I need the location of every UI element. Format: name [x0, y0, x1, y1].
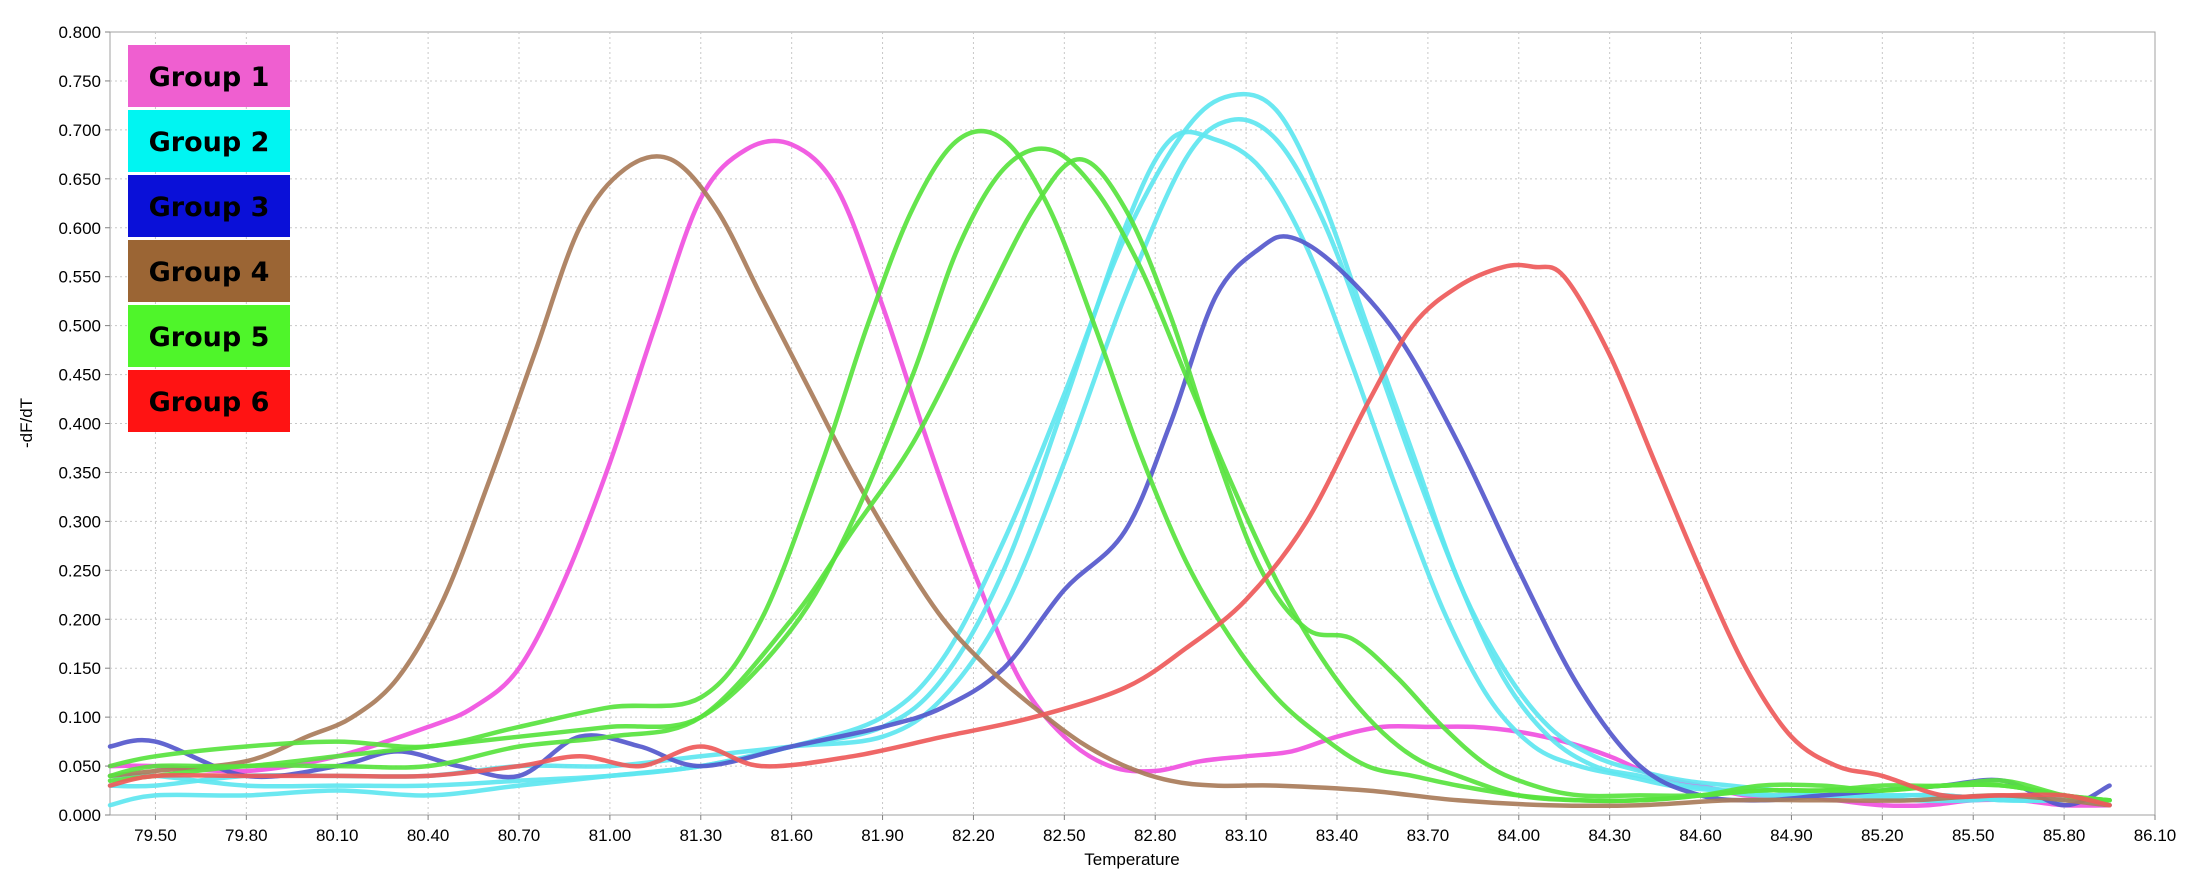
x-tick-label: 81.60	[770, 826, 813, 845]
legend-swatch-group-5	[128, 305, 290, 367]
y-axis-ticks: 0.000 0.050 0.100 0.150 0.200 0.250 0.300 0.350…	[58, 23, 110, 825]
y-tick-label: 0.350	[58, 463, 101, 482]
legend-swatch-group-6	[128, 370, 290, 432]
legend-label-group-3: Group 3	[149, 192, 270, 223]
x-tick-label: 82.50	[1043, 826, 1086, 845]
x-tick-label: 86.10	[2134, 826, 2177, 845]
legend-label-group-4: Group 4	[149, 257, 270, 288]
x-tick-label: 83.70	[1407, 826, 1450, 845]
y-tick-label: 0.000	[58, 806, 101, 825]
x-axis-title: Temperature	[1084, 850, 1179, 869]
x-axis-ticks: 79.50 79.80 80.10 80.40 80.70 81.00 81.30 81.60…	[134, 815, 2176, 845]
y-tick-label: 0.500	[58, 317, 101, 336]
x-tick-label: 80.40	[407, 826, 450, 845]
y-tick-label: 0.650	[58, 170, 101, 189]
legend-label-group-2: Group 2	[149, 127, 270, 158]
y-tick-label: 0.700	[58, 121, 101, 140]
x-tick-label: 79.80	[225, 826, 268, 845]
legend-swatch-group-4	[128, 240, 290, 302]
y-tick-label: 0.300	[58, 512, 101, 531]
x-tick-label: 83.40	[1316, 826, 1359, 845]
x-tick-label: 85.80	[2043, 826, 2086, 845]
x-tick-label: 84.60	[1679, 826, 1722, 845]
legend-label-group-1: Group 1	[149, 62, 270, 93]
x-tick-label: 82.80	[1134, 826, 1177, 845]
legend-swatch-group-1	[128, 45, 290, 107]
y-tick-label: 0.200	[58, 610, 101, 629]
y-tick-label: 0.550	[58, 268, 101, 287]
series-line-group-5	[107, 156, 2112, 803]
y-tick-label: 0.400	[58, 415, 101, 434]
x-tick-label: 81.90	[861, 826, 904, 845]
x-tick-label: 81.00	[589, 826, 632, 845]
y-tick-label: 0.100	[58, 708, 101, 727]
y-tick-label: 0.150	[58, 659, 101, 678]
y-axis-title: -dF/dT	[17, 398, 36, 448]
y-tick-label: 0.050	[58, 757, 101, 776]
series-layer	[107, 91, 2112, 809]
y-tick-label: 0.450	[58, 366, 101, 385]
y-tick-label: 0.800	[58, 23, 101, 42]
x-tick-label: 80.10	[316, 826, 359, 845]
series-line-group-4	[107, 154, 2112, 809]
x-tick-label: 85.50	[1952, 826, 1995, 845]
series-line-group-5	[107, 146, 2112, 804]
y-tick-label: 0.250	[58, 561, 101, 580]
x-tick-label: 83.10	[1225, 826, 1268, 845]
y-tick-label: 0.750	[58, 72, 101, 91]
legend-swatch-group-2	[128, 110, 290, 172]
x-tick-label: 84.30	[1588, 826, 1631, 845]
x-tick-label: 82.20	[952, 826, 995, 845]
legend: Group 1 Group 2 Group 3 Group 4 Group 5 Group…	[128, 45, 290, 432]
x-tick-label: 85.20	[1861, 826, 1904, 845]
x-tick-label: 84.90	[1770, 826, 1813, 845]
legend-swatch-group-3	[128, 175, 290, 237]
x-tick-label: 79.50	[134, 826, 177, 845]
x-tick-label: 80.70	[498, 826, 541, 845]
x-tick-label: 81.30	[680, 826, 723, 845]
legend-label-group-6: Group 6	[149, 387, 270, 418]
y-tick-label: 0.600	[58, 219, 101, 238]
series-line-group-2	[107, 117, 2112, 803]
series-line-group-6	[107, 262, 2112, 808]
legend-label-group-5: Group 5	[149, 322, 270, 353]
x-tick-label: 84.00	[1498, 826, 1541, 845]
